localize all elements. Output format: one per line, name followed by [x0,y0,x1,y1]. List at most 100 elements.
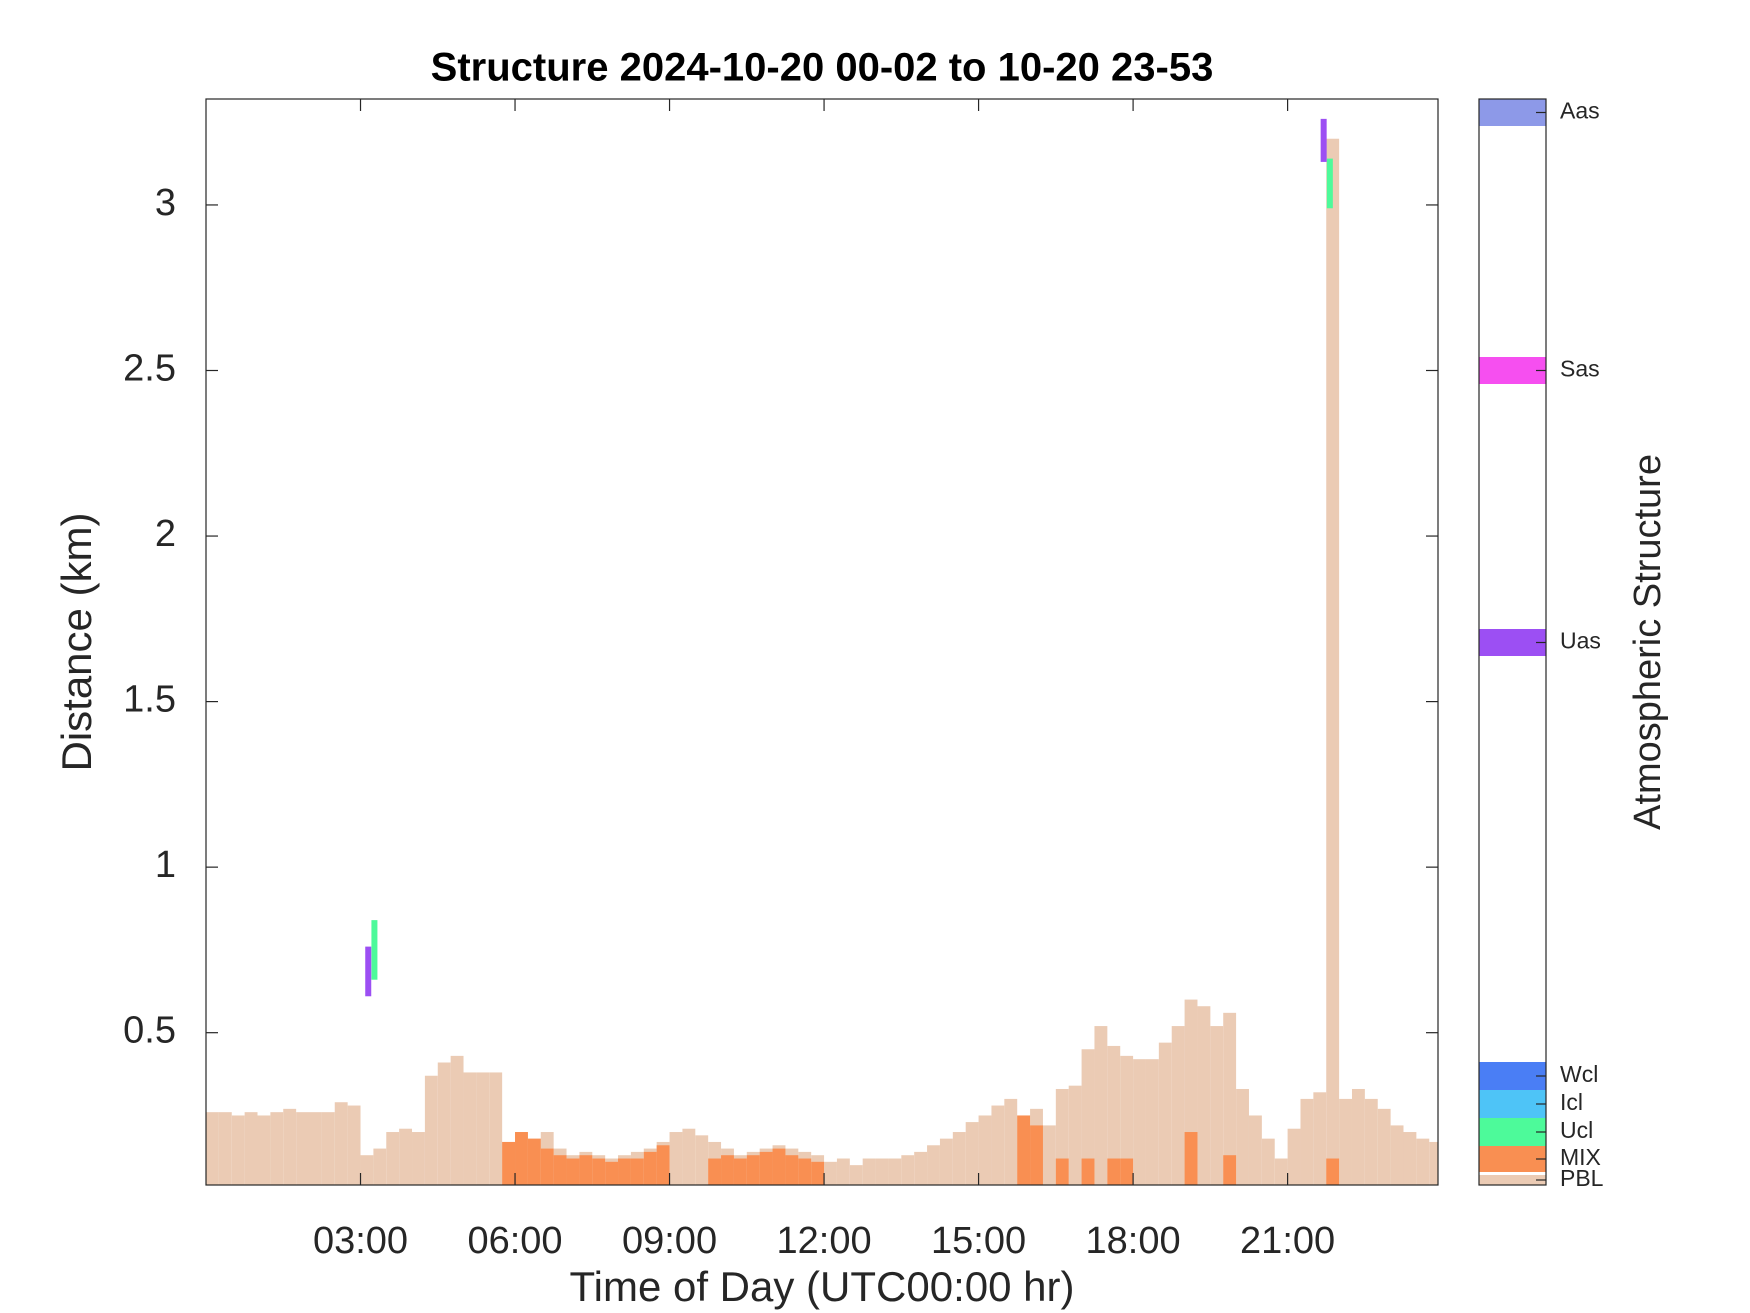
x-tick-label: 06:00 [467,1220,562,1262]
bar [244,1112,258,1185]
bar [901,1155,915,1185]
bar [218,1112,232,1185]
bar [1416,1138,1430,1185]
colorbar-band [1479,1146,1546,1172]
bar [862,1158,876,1185]
colorbar-band [1479,1062,1546,1090]
bar [1120,1055,1134,1185]
bar [695,1135,709,1185]
y-tick-label: 2 [155,513,176,555]
bar [1261,1138,1275,1185]
bar [515,1132,528,1185]
bar [1326,138,1340,1186]
bar [1184,1132,1198,1185]
y-tick-label: 2.5 [123,348,176,390]
colorbar-frame [1478,98,1547,1186]
bar [1171,1026,1185,1185]
bar [360,1155,374,1185]
bar [1120,1158,1134,1185]
colorbar-band [1479,1090,1546,1118]
bar [1403,1132,1417,1185]
bar [836,1158,850,1185]
plot-frame [205,98,1439,1186]
bar [463,1072,477,1185]
bar [669,1132,683,1185]
bar [1068,1085,1082,1185]
bar [721,1155,734,1185]
bar [656,1145,670,1185]
x-tick-label: 21:00 [1240,1220,1335,1262]
y-tick-label: 3 [155,182,176,224]
bar [527,1138,541,1185]
bar [927,1145,940,1185]
bar [296,1112,310,1185]
bar [450,1055,464,1185]
chart-title: Structure 2024-10-20 00-02 to 10-20 23-5… [431,46,1214,90]
legend-label: Sas [1560,356,1600,382]
bar [1287,1128,1301,1185]
bar [798,1158,812,1185]
bar [1236,1088,1249,1185]
layer-bar [371,920,378,980]
bar [888,1158,902,1185]
bar [1133,1059,1146,1185]
bar [618,1158,631,1185]
bar [309,1112,322,1185]
legend-label: Icl [1560,1089,1583,1115]
layer-bar [365,946,372,997]
bar [824,1161,837,1185]
bar [373,1148,387,1185]
bar [231,1115,245,1185]
bar [746,1155,760,1185]
bar [1364,1098,1378,1185]
y-tick-label: 1.5 [123,679,176,721]
bar [1107,1158,1121,1185]
bar [759,1151,773,1185]
legend-label: Aas [1560,98,1600,124]
bar [1158,1042,1172,1185]
bar [1081,1049,1095,1185]
bar [321,1112,335,1185]
bar [1042,1125,1056,1185]
y-axis-label: Distance (km) [53,512,100,771]
y-tick-label: 0.5 [123,1010,176,1052]
x-tick-label: 18:00 [1086,1220,1181,1262]
x-tick-label: 03:00 [313,1220,408,1262]
bar [682,1128,696,1185]
bar [399,1128,413,1185]
bar [1145,1059,1159,1185]
bar [965,1122,979,1185]
bar [1004,1098,1018,1185]
bar [1081,1158,1095,1185]
bar [1197,1006,1211,1185]
x-axis-label: Time of Day (UTC00:00 hr) [570,1263,1075,1310]
bar [1248,1115,1262,1185]
colorbar-band [1479,1175,1546,1185]
bar [1351,1088,1365,1185]
bar [412,1132,425,1185]
bar [875,1158,889,1185]
bar [811,1161,825,1185]
bar [1107,1045,1121,1185]
bar [206,1112,219,1185]
bar [1223,1012,1237,1185]
layer-bar [1320,118,1327,162]
bar [643,1151,657,1185]
bar [1223,1155,1237,1185]
layer-bar [1326,158,1333,209]
bar [347,1105,361,1185]
colorbar-band [1479,357,1546,384]
bar [1326,1158,1340,1185]
legend-label: MIX [1560,1144,1601,1170]
x-tick-label: 09:00 [622,1220,717,1262]
bar [785,1155,799,1185]
bar [1030,1125,1043,1185]
bar [708,1158,722,1185]
bar [424,1075,438,1185]
bar [1313,1092,1327,1185]
x-tick-label: 12:00 [777,1220,872,1262]
legend-label: PBL [1560,1165,1604,1191]
bar [283,1108,297,1185]
bar [386,1132,400,1185]
